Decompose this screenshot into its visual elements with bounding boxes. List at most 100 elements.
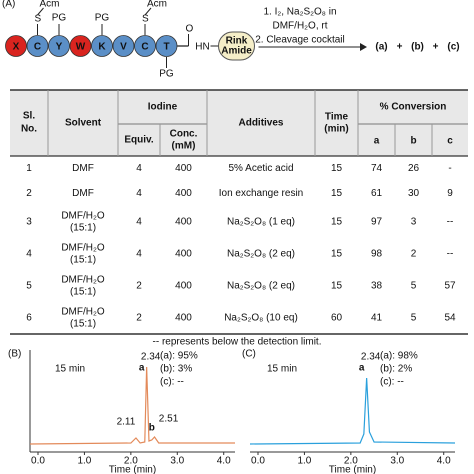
residue — [112, 35, 135, 57]
residue — [26, 35, 49, 57]
residue-label: W — [76, 42, 86, 53]
residue-label: Y — [56, 42, 63, 53]
cell: 400 — [175, 313, 192, 324]
cell: 98 — [371, 249, 383, 260]
cell: 3 — [411, 217, 417, 228]
cell: 61 — [371, 188, 383, 199]
header: c — [447, 136, 453, 147]
cell: -- — [447, 217, 454, 228]
cell: DMF/H₂O — [61, 211, 105, 222]
cell: 5% Acetic acid — [228, 163, 293, 174]
x-tick-label: 0.0 — [251, 456, 265, 467]
footnote: -- represents below the detection limit. — [153, 337, 322, 348]
condition: DMF/H₂O, rt — [273, 21, 328, 32]
cell: DMF — [72, 188, 94, 199]
header: b — [410, 136, 416, 147]
cell: 15 — [331, 163, 343, 174]
linker: HN — [195, 42, 209, 53]
run-time: 15 min — [55, 364, 85, 375]
cell: 5 — [411, 281, 417, 292]
cell: 400 — [175, 188, 192, 199]
cell: DMF/H₂O — [61, 243, 105, 254]
side-group: Acm — [40, 0, 60, 10]
cell: 4 — [26, 249, 32, 260]
header: Time — [325, 112, 349, 123]
panel-label: (B) — [8, 349, 21, 360]
peak-label: 2.34 — [361, 352, 381, 363]
peak-id: a — [359, 363, 365, 374]
cell: 400 — [175, 217, 192, 228]
header: (min) — [324, 124, 348, 135]
cell: 9 — [447, 188, 453, 199]
residue — [48, 35, 70, 57]
side-group: PG — [52, 13, 67, 24]
residue-label: C — [34, 42, 41, 53]
cell: - — [448, 163, 451, 174]
cell: 4 — [136, 249, 142, 260]
x-tick-label: 1.0 — [77, 456, 91, 467]
cell: 2 — [136, 313, 142, 324]
residue — [69, 35, 92, 57]
x-tick-label: 0.0 — [31, 456, 45, 467]
cell: 15 — [331, 281, 343, 292]
peak-id: a — [139, 363, 145, 374]
x-tick-label: 4.0 — [217, 456, 231, 467]
carbonyl: O — [186, 24, 194, 35]
side-group: Acm — [147, 0, 167, 10]
panel-label: (A) — [2, 0, 15, 10]
residue-label: X — [13, 42, 20, 53]
panel-label: (C) — [242, 349, 256, 360]
side-bond — [37, 7, 44, 16]
trace — [29, 366, 235, 445]
cell: -- — [447, 249, 454, 260]
arrow-head — [360, 43, 367, 51]
product: + — [433, 42, 439, 53]
cell: Na₂S₂O₈ (10 eq) — [224, 313, 298, 324]
x-axis-label: Time (min) — [329, 465, 376, 474]
residue — [5, 35, 27, 57]
cell: 60 — [331, 313, 343, 324]
header: Conc. — [170, 129, 198, 140]
cell: 6 — [26, 313, 32, 324]
cell: 4 — [136, 163, 142, 174]
product: (c) — [447, 42, 459, 53]
side-group: PG — [159, 69, 174, 80]
cell: 15 — [331, 217, 343, 228]
side-group: PG — [95, 13, 110, 24]
header: Equiv. — [124, 135, 153, 146]
x-axis-label: Time (min) — [109, 465, 156, 474]
header: a — [374, 136, 380, 147]
cell: 26 — [408, 163, 420, 174]
cell: Ion exchange resin — [219, 188, 304, 199]
cell: 1 — [26, 163, 32, 174]
header: % Conversion — [380, 102, 447, 113]
cell: 15 — [331, 249, 343, 260]
header: Solvent — [65, 118, 102, 129]
residue — [155, 35, 178, 57]
cell: 2 — [136, 281, 142, 292]
residue-label: V — [120, 42, 127, 53]
residue — [134, 35, 156, 57]
header: Additives — [238, 118, 283, 129]
cell: DMF/H₂O — [61, 275, 105, 286]
cell: 15 — [331, 188, 343, 199]
x-tick-label: 3.0 — [170, 456, 184, 467]
resin — [218, 31, 255, 61]
cell: (15:1) — [70, 287, 96, 298]
header-bg — [10, 90, 468, 156]
cell: 400 — [175, 163, 192, 174]
product: (b) — [411, 42, 424, 53]
cell: Na₂S₂O₈ (1 eq) — [227, 217, 295, 228]
cell: 97 — [371, 217, 383, 228]
cell: 41 — [371, 313, 383, 324]
cell: DMF/H₂O — [61, 307, 105, 318]
x-tick-label: 3.0 — [390, 456, 404, 467]
peak-id: b — [149, 423, 155, 434]
result: (c): -- — [380, 377, 404, 388]
resin-label: Rink — [226, 36, 248, 47]
product: (a) — [375, 42, 387, 53]
cell: DMF — [72, 163, 94, 174]
cell: (15:1) — [70, 255, 96, 266]
cell: Na₂S₂O₈ (2 eq) — [227, 281, 295, 292]
